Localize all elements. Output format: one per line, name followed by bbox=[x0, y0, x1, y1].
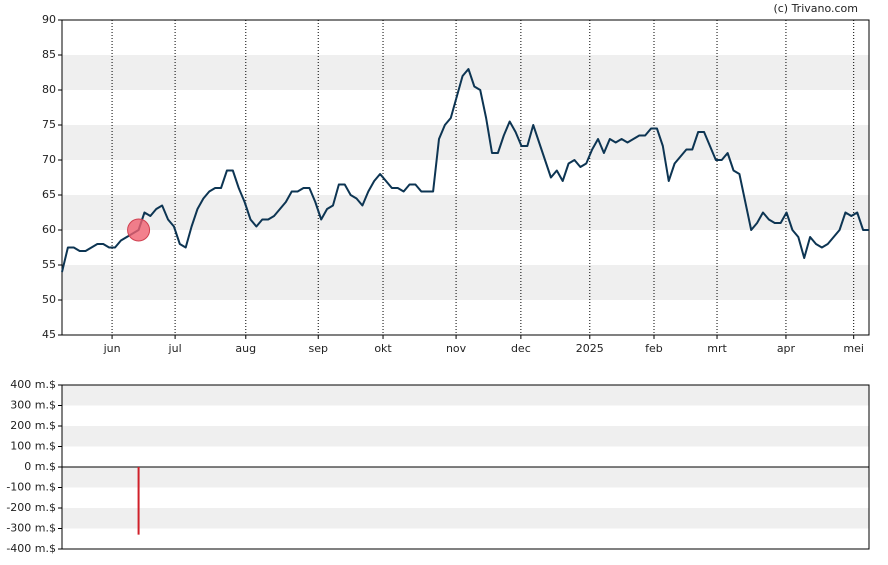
y-tick-label: 70 bbox=[42, 153, 56, 166]
x-tick-label: mei bbox=[843, 342, 864, 355]
y-tick-label: -200 m.$ bbox=[6, 501, 56, 514]
y-tick-label: 0 m.$ bbox=[24, 460, 56, 473]
band bbox=[62, 385, 869, 406]
x-tick-label: nov bbox=[446, 342, 467, 355]
band bbox=[62, 508, 869, 529]
band bbox=[62, 467, 869, 488]
x-tick-label: sep bbox=[308, 342, 327, 355]
y-tick-label: 200 m.$ bbox=[10, 419, 56, 432]
plot-frame bbox=[61, 19, 870, 336]
y-tick-label: 90 bbox=[42, 13, 56, 26]
y-tick-label: -400 m.$ bbox=[6, 542, 56, 555]
y-tick-label: 55 bbox=[42, 258, 56, 271]
y-tick-label: 80 bbox=[42, 83, 56, 96]
y-tick-label: -100 m.$ bbox=[6, 481, 56, 494]
y-tick-label: -300 m.$ bbox=[6, 522, 56, 535]
x-tick-label: apr bbox=[777, 342, 796, 355]
band bbox=[62, 426, 869, 447]
x-tick-label: feb bbox=[645, 342, 663, 355]
source: (c) Trivano.com bbox=[773, 2, 858, 15]
band bbox=[62, 265, 869, 300]
y-tick-label: 100 m.$ bbox=[10, 440, 56, 453]
x-tick-label: jun bbox=[103, 342, 121, 355]
y-tick-label: 300 m.$ bbox=[10, 399, 56, 412]
event-marker bbox=[127, 218, 151, 242]
y-tick-label: 400 m.$ bbox=[10, 378, 56, 391]
y-tick-label: 75 bbox=[42, 118, 56, 131]
y-tick-label: 45 bbox=[42, 328, 56, 341]
price-line bbox=[61, 68, 869, 273]
plot-frame bbox=[61, 384, 870, 550]
x-tick-label: dec bbox=[511, 342, 531, 355]
band bbox=[62, 125, 869, 160]
x-tick-label: okt bbox=[374, 342, 392, 355]
y-tick-label: 65 bbox=[42, 188, 56, 201]
y-tick-label: 85 bbox=[42, 48, 56, 61]
y-tick-label: 60 bbox=[42, 223, 56, 236]
x-tick-label: aug bbox=[235, 342, 256, 355]
x-tick-label: 2025 bbox=[576, 342, 604, 355]
x-tick-label: jul bbox=[168, 342, 182, 355]
bar bbox=[137, 467, 140, 535]
y-tick-label: 50 bbox=[42, 293, 56, 306]
x-tick-label: mrt bbox=[707, 342, 727, 355]
